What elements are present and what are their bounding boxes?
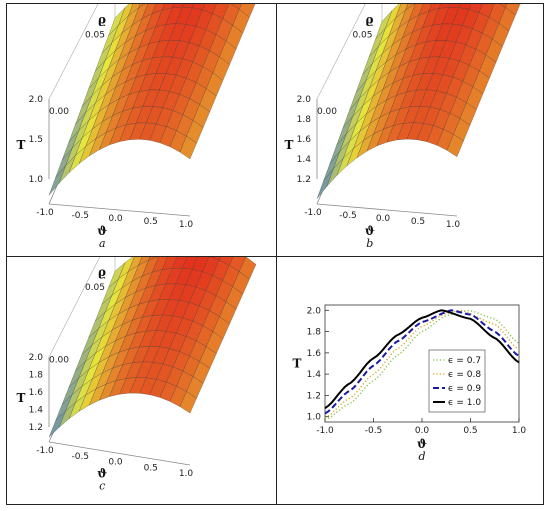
panel-a-surface-plot: -1.0-0.50.00.51.00.000.050.101.01.52.0ϑa… [7,4,276,256]
y-tick-label: 1.4 [307,370,322,380]
panel-label: b [366,237,373,250]
x-tick-label: 0.0 [415,426,430,436]
x-axis-line [48,203,191,217]
x-tick-label: 0.5 [144,463,158,473]
panel-label: d [418,450,425,463]
x-tick-label: 1.0 [512,426,527,436]
line-chart-svg: -1.0 -0.5 0.0 0.5 1.0 1.0 1.2 1.4 1.6 1.8 2.0 ϑd T ϵ … [293,304,527,463]
x-tick-label: 1.0 [179,469,194,479]
panel-c-surface-plot: -1.0-0.50.00.51.00.000.050.101.21.41.61.… [7,257,276,504]
z-tick-label: 2.0 [297,95,312,105]
y-tick-label: 1.0 [307,413,322,423]
x-tick-label: -0.5 [365,426,383,436]
y-tick-label: 0.05 [85,31,105,41]
series-line [324,309,520,415]
y-tick-label: 0.05 [352,31,372,41]
x-tick-label: -0.5 [71,211,89,221]
surface-patch [316,168,334,199]
z-tick-label: 1.2 [297,175,311,185]
x-tick-label: -1.0 [36,208,54,218]
panel-divider-vertical [276,4,277,504]
z-tick-label: 2.0 [29,95,44,105]
figure-frame: -1.0-0.50.00.51.00.000.050.101.01.52.0ϑa… [6,3,544,505]
z-tick-label: 2.0 [29,353,44,363]
panel-divider-horizontal [7,256,543,257]
z-tick-label: 1.0 [29,175,44,185]
x-tick-label: 0.5 [411,217,425,227]
x-tick-label: -0.5 [71,452,89,462]
x-axis-line [48,441,191,466]
surface-a-svg: -1.0-0.50.00.51.00.000.050.101.01.52.0ϑa… [17,4,256,250]
x-tick-label: 0.0 [108,458,123,468]
box-top-edge [48,4,99,100]
series-line [324,309,520,421]
z-tick-label: 1.8 [297,115,312,125]
y-axis-label: T [293,357,302,371]
x-tick-label: -1.0 [316,426,334,436]
z-axis-label: T [285,138,294,152]
x-tick-label: 1.0 [446,220,461,230]
z-axis-label: T [17,138,26,152]
legend-entry: ϵ = 1.0 [448,398,481,408]
x-tick-label: -0.5 [339,211,357,221]
legend-entry: ϵ = 0.9 [448,384,481,394]
surface-patch [48,410,66,438]
surface-c-svg: -1.0-0.50.00.51.00.000.050.101.21.41.61.… [17,257,257,493]
y-tick-label: 1.6 [307,349,322,359]
x-tick-label: -1.0 [36,446,54,456]
surface-b-svg: -1.0-0.50.00.51.00.000.050.101.21.41.61.… [285,4,521,250]
panel-label: c [99,480,105,493]
y-tick-label: 0.00 [49,356,69,366]
x-axis-label: ϑ [97,224,107,238]
x-axis-label: ϑ [97,467,107,481]
series-line [324,309,520,419]
x-tick-label: 1.0 [179,220,194,230]
y-axis-label: ϱ [98,265,106,279]
z-tick-label: 1.8 [29,371,44,381]
x-axis-label: ϑ [417,437,427,451]
x-tick-label: 0.0 [376,214,391,224]
z-tick-label: 1.5 [29,135,43,145]
x-tick-label: -1.0 [304,208,322,218]
y-axis-label: ϱ [366,13,374,27]
panel-label: a [99,237,106,250]
z-axis-label: T [17,391,26,405]
y-tick-label: 2.0 [307,306,322,316]
y-tick-label: 1.8 [307,328,322,338]
legend-entry: ϵ = 0.8 [448,370,481,380]
box-top-edge [316,4,366,100]
x-axis-label: ϑ [365,224,375,238]
surface-patch [179,391,197,414]
surface-patch [48,165,66,196]
box-top-edge [48,257,101,358]
y-axis-label: ϱ [98,13,106,27]
z-tick-label: 1.2 [29,423,43,433]
series-line [324,309,520,410]
surface-patch [446,134,464,157]
x-tick-label: 0.0 [108,214,123,224]
y-tick-label: 0.00 [317,107,337,117]
x-tick-label: 0.5 [463,426,477,436]
surface-patch [179,135,197,160]
z-tick-label: 1.6 [29,388,44,398]
y-tick-label: 0.00 [49,107,69,117]
x-tick-label: 0.5 [144,217,158,227]
y-tick-label: 1.2 [307,391,321,401]
z-tick-label: 1.6 [297,135,312,145]
z-tick-label: 1.4 [29,406,44,416]
z-tick-label: 1.4 [297,155,312,165]
x-axis-line [316,203,458,217]
legend-entry: ϵ = 0.7 [448,356,481,366]
panel-b-surface-plot: -1.0-0.50.00.51.00.000.050.101.21.41.61.… [277,4,543,256]
y-tick-label: 0.05 [85,283,105,293]
surface-patch [138,4,146,9]
